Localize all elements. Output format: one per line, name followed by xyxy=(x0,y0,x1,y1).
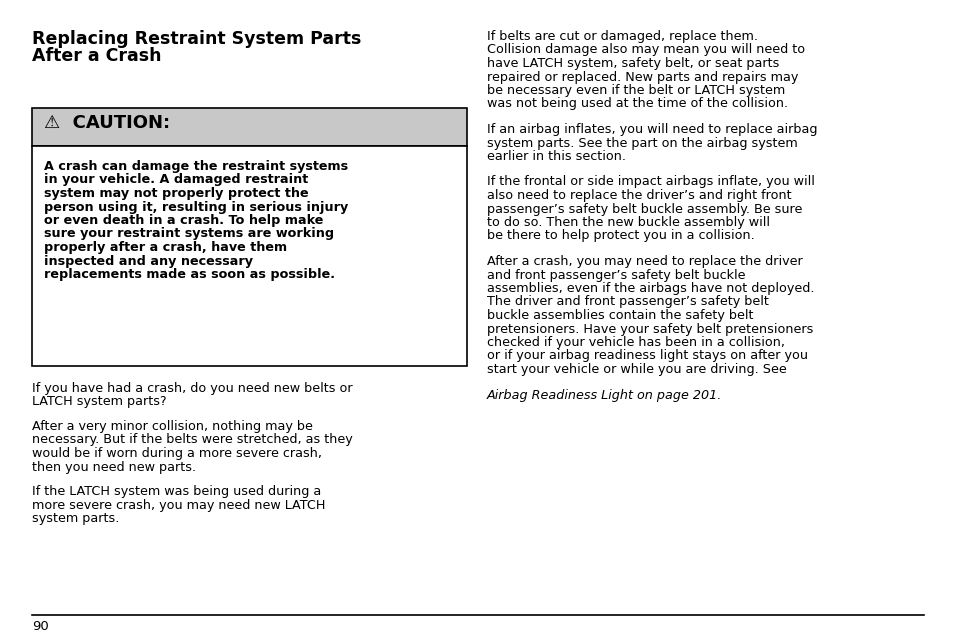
Text: After a very minor collision, nothing may be: After a very minor collision, nothing ma… xyxy=(32,420,313,433)
Text: earlier in this section.: earlier in this section. xyxy=(486,150,625,163)
Text: Collision damage also may mean you will need to: Collision damage also may mean you will … xyxy=(486,43,804,57)
Text: The driver and front passenger’s safety belt: The driver and front passenger’s safety … xyxy=(486,296,768,308)
Bar xyxy=(32,146,467,366)
Text: inspected and any necessary: inspected and any necessary xyxy=(44,254,253,268)
Text: or if your airbag readiness light stays on after you: or if your airbag readiness light stays … xyxy=(486,350,807,363)
Text: If the frontal or side impact airbags inflate, you will: If the frontal or side impact airbags in… xyxy=(486,176,814,188)
Text: If belts are cut or damaged, replace them.: If belts are cut or damaged, replace the… xyxy=(486,30,758,43)
Text: If you have had a crash, do you need new belts or: If you have had a crash, do you need new… xyxy=(32,382,353,395)
Bar xyxy=(32,108,467,146)
Text: be there to help protect you in a collision.: be there to help protect you in a collis… xyxy=(486,230,754,242)
Text: system parts. See the part on the airbag system: system parts. See the part on the airbag… xyxy=(486,137,797,149)
Text: in your vehicle. A damaged restraint: in your vehicle. A damaged restraint xyxy=(44,174,308,186)
Text: After a crash, you may need to replace the driver: After a crash, you may need to replace t… xyxy=(486,255,801,268)
Text: system may not properly protect the: system may not properly protect the xyxy=(44,187,309,200)
Text: necessary. But if the belts were stretched, as they: necessary. But if the belts were stretch… xyxy=(32,434,353,446)
Text: If the LATCH system was being used during a: If the LATCH system was being used durin… xyxy=(32,485,321,498)
Text: person using it, resulting in serious injury: person using it, resulting in serious in… xyxy=(44,200,348,214)
Text: Replacing Restraint System Parts: Replacing Restraint System Parts xyxy=(32,30,361,48)
Text: more severe crash, you may need new LATCH: more severe crash, you may need new LATC… xyxy=(32,499,325,511)
Text: buckle assemblies contain the safety belt: buckle assemblies contain the safety bel… xyxy=(486,309,753,322)
Text: then you need new parts.: then you need new parts. xyxy=(32,460,196,473)
Text: A crash can damage the restraint systems: A crash can damage the restraint systems xyxy=(44,160,348,173)
Text: LATCH system parts?: LATCH system parts? xyxy=(32,396,167,408)
Text: properly after a crash, have them: properly after a crash, have them xyxy=(44,241,287,254)
Text: or even death in a crash. To help make: or even death in a crash. To help make xyxy=(44,214,323,227)
Text: was not being used at the time of the collision.: was not being used at the time of the co… xyxy=(486,97,787,111)
Text: sure your restraint systems are working: sure your restraint systems are working xyxy=(44,228,334,240)
Text: and front passenger’s safety belt buckle: and front passenger’s safety belt buckle xyxy=(486,268,744,282)
Text: After a Crash: After a Crash xyxy=(32,47,161,65)
Text: assemblies, even if the airbags have not deployed.: assemblies, even if the airbags have not… xyxy=(486,282,814,295)
Text: would be if worn during a more severe crash,: would be if worn during a more severe cr… xyxy=(32,447,322,460)
Text: If an airbag inflates, you will need to replace airbag: If an airbag inflates, you will need to … xyxy=(486,123,817,136)
Text: replacements made as soon as possible.: replacements made as soon as possible. xyxy=(44,268,335,281)
Text: checked if your vehicle has been in a collision,: checked if your vehicle has been in a co… xyxy=(486,336,784,349)
Text: pretensioners. Have your safety belt pretensioners: pretensioners. Have your safety belt pre… xyxy=(486,322,813,336)
Text: to do so. Then the new buckle assembly will: to do so. Then the new buckle assembly w… xyxy=(486,216,769,229)
Text: have LATCH system, safety belt, or seat parts: have LATCH system, safety belt, or seat … xyxy=(486,57,779,70)
Text: system parts.: system parts. xyxy=(32,512,119,525)
Text: 90: 90 xyxy=(32,620,49,633)
Text: ⚠  CAUTION:: ⚠ CAUTION: xyxy=(44,114,170,132)
Text: also need to replace the driver’s and right front: also need to replace the driver’s and ri… xyxy=(486,189,791,202)
Text: be necessary even if the belt or LATCH system: be necessary even if the belt or LATCH s… xyxy=(486,84,784,97)
Text: start your vehicle or while you are driving. See: start your vehicle or while you are driv… xyxy=(486,363,786,376)
Text: Airbag Readiness Light on page 201.: Airbag Readiness Light on page 201. xyxy=(486,389,721,401)
Text: repaired or replaced. New parts and repairs may: repaired or replaced. New parts and repa… xyxy=(486,71,798,83)
Text: passenger’s safety belt buckle assembly. Be sure: passenger’s safety belt buckle assembly.… xyxy=(486,202,801,216)
